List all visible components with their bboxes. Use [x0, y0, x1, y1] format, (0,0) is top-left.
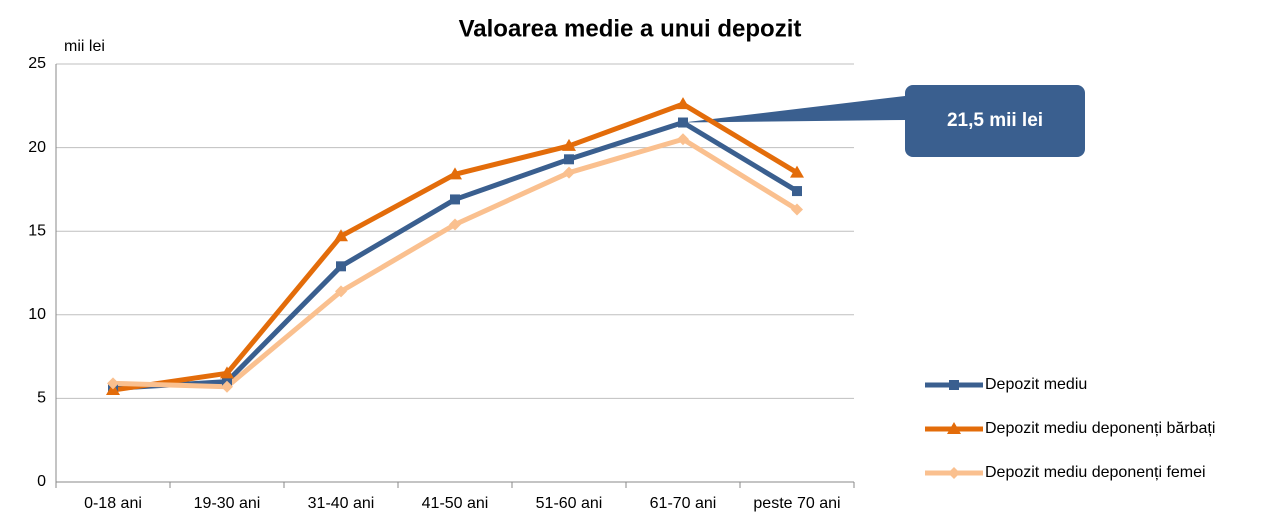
point [564, 154, 574, 165]
point [562, 138, 576, 151]
legend-marker [949, 380, 959, 390]
x-tick-label: 61-70 ani [650, 495, 717, 512]
legend-label: Depozit mediu deponenți bărbați [985, 420, 1215, 437]
point [335, 285, 347, 298]
y-tick-label: 25 [28, 55, 46, 72]
legend-marker [948, 467, 960, 479]
callout-pointer [683, 96, 905, 123]
legend-label: Depozit mediu deponenți femei [985, 464, 1206, 481]
point [563, 166, 575, 179]
y-tick-label: 20 [28, 139, 46, 156]
chart-title: Valoarea medie a unui depozit [459, 15, 802, 42]
point [449, 218, 461, 231]
x-tick-label: 41-50 ani [422, 495, 489, 512]
annotation: 21,5 mii lei [947, 110, 1043, 131]
x-tick-label: 19-30 ani [194, 495, 261, 512]
y-tick-label: 15 [28, 222, 46, 239]
point [676, 97, 690, 110]
point [790, 165, 804, 178]
point [678, 117, 688, 128]
x-tick-label: peste 70 ani [753, 495, 840, 512]
point [220, 366, 234, 379]
y-axis-label: mii lei [64, 38, 105, 55]
series-line [112, 120, 799, 391]
point [677, 133, 689, 146]
legend-label: Depozit mediu [985, 376, 1087, 393]
legend-marker [947, 422, 961, 434]
x-tick-label: 0-18 ani [84, 495, 142, 512]
point [334, 229, 348, 242]
y-tick-label: 0 [37, 473, 46, 490]
point [336, 261, 346, 272]
point [450, 194, 460, 205]
point [107, 377, 119, 390]
callout-box [905, 85, 1085, 157]
y-tick-label: 10 [28, 306, 46, 323]
point [221, 380, 233, 393]
point [792, 186, 802, 197]
y-tick-label: 5 [37, 390, 46, 407]
point [448, 167, 462, 180]
x-tick-label: 31-40 ani [308, 495, 375, 512]
point [791, 203, 803, 216]
x-tick-label: 51-60 ani [536, 495, 603, 512]
